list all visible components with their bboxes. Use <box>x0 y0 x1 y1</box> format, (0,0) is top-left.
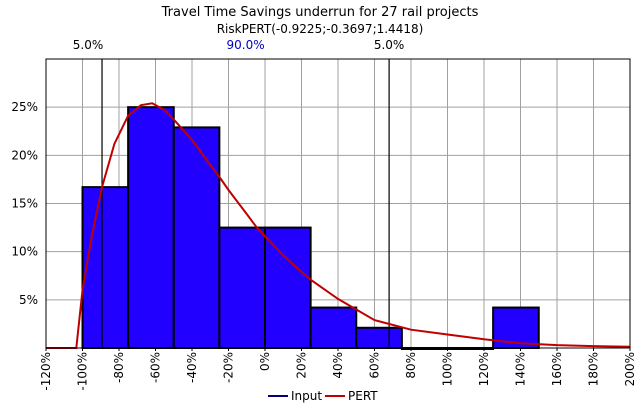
y-tick-label: 15% <box>11 197 38 211</box>
x-tick-label: -20% <box>222 352 236 383</box>
x-tick-label: 160% <box>550 352 564 386</box>
x-tick-label: -40% <box>185 352 199 383</box>
histogram-bar <box>218 226 266 349</box>
y-tick-label: 25% <box>11 100 38 114</box>
x-tick-label: 200% <box>623 352 637 386</box>
middle-percentile-label: 90.0% <box>227 38 265 52</box>
chart-title: Travel Time Savings underrun for 27 rail… <box>161 5 479 20</box>
y-tick-label: 5% <box>19 293 38 307</box>
x-tick-label: 180% <box>587 352 601 386</box>
legend: Input PERT <box>268 389 378 403</box>
bars <box>81 106 540 350</box>
x-tick-label: 140% <box>514 352 528 386</box>
y-tick-label: 20% <box>11 148 38 162</box>
x-tick-label: 40% <box>331 352 345 379</box>
x-tick-label: 60% <box>368 352 382 379</box>
histogram-bar <box>309 306 358 350</box>
x-tick-label: -100% <box>76 352 90 391</box>
legend-pert-label: PERT <box>348 389 378 403</box>
x-tick-label: 100% <box>441 352 455 386</box>
percentile-label: 5.0% <box>73 38 104 52</box>
x-tick-label: -60% <box>149 352 163 383</box>
histogram-bar <box>127 106 175 349</box>
percentile-label: 5.0% <box>374 38 405 52</box>
x-axis: -120% -100% -80% -60% -40% -20% 0% 20% 40% 60% 80%… <box>39 348 637 391</box>
y-axis: 5% 10% 15% 20% 25% <box>11 100 38 307</box>
histogram-bar <box>355 326 403 349</box>
x-tick-label: 20% <box>295 352 309 379</box>
legend-input-label: Input <box>291 389 322 403</box>
y-tick-label: 10% <box>11 245 38 259</box>
x-tick-label: 80% <box>404 352 418 379</box>
histogram-bar <box>264 226 312 349</box>
percentile-lines: 5.0% 5.0% 90.0% <box>73 38 405 348</box>
x-tick-label: 0% <box>258 352 272 371</box>
x-tick-label: 120% <box>477 352 491 386</box>
x-tick-label: -120% <box>39 352 53 391</box>
x-tick-label: -80% <box>112 352 126 383</box>
pert-curve <box>46 102 631 349</box>
histogram-bar <box>172 126 221 349</box>
histogram-bar <box>81 186 130 349</box>
chart-subtitle: RiskPERT(-0.9225;-0.3697;1.4418) <box>217 22 424 36</box>
